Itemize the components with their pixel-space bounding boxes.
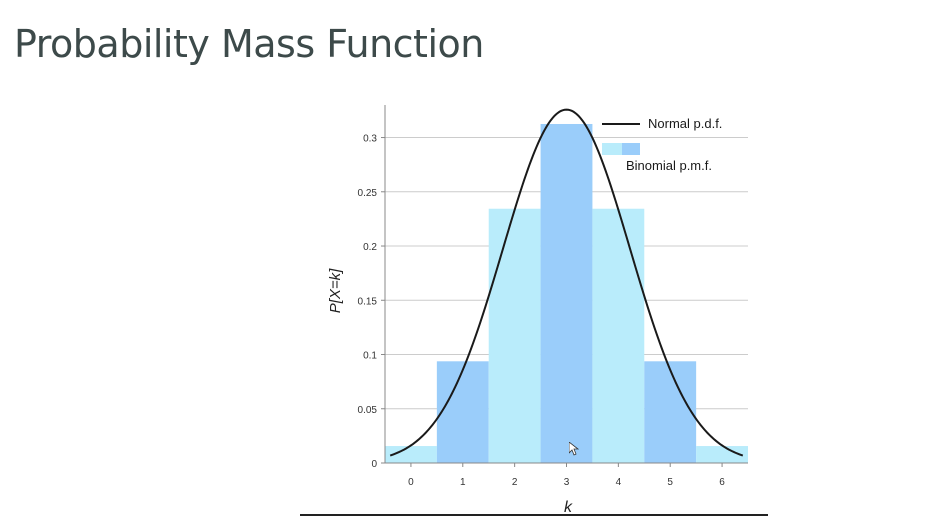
y-tick-label: 0.15 — [358, 296, 378, 307]
legend-curve-label: Normal p.d.f. — [648, 116, 722, 131]
bar-k-4 — [592, 208, 645, 463]
x-tick-label: 4 — [616, 477, 622, 488]
mouse-cursor-icon — [569, 442, 579, 456]
bar-k-1 — [436, 361, 489, 463]
axes — [381, 105, 748, 467]
y-tick-label: 0.25 — [358, 188, 378, 199]
legend-bar-label: Binomial p.m.f. — [626, 158, 712, 173]
y-tick-label: 0.2 — [363, 242, 377, 253]
x-tick-label: 3 — [564, 477, 570, 488]
x-tick-label: 0 — [408, 477, 414, 488]
y-tick-label: 0.3 — [363, 134, 377, 145]
x-tick-label: 6 — [719, 477, 725, 488]
bars — [385, 123, 748, 463]
legend-bar-swatch-light — [602, 143, 622, 155]
x-tick-label: 2 — [512, 477, 518, 488]
bar-k-6 — [696, 446, 748, 463]
x-tick-label: 5 — [667, 477, 673, 488]
slide-divider — [300, 514, 768, 516]
slide-title: Probability Mass Function — [14, 22, 484, 66]
y-axis-label: P[X=k] — [327, 268, 344, 313]
legend-bar-swatch-dark — [622, 143, 640, 155]
x-axis-label: k — [564, 499, 573, 516]
y-tick-label: 0.05 — [358, 405, 378, 416]
legend: Normal p.d.f. Binomial p.m.f. — [602, 116, 722, 173]
y-tick-label: 0.1 — [363, 351, 377, 362]
tick-labels: 0 0.05 0.1 0.15 0.2 0.25 0.3 0 1 2 3 4 5 6 — [358, 134, 726, 488]
y-tick-label: 0 — [371, 459, 377, 470]
bar-k-0 — [385, 446, 437, 463]
bar-k-2 — [488, 208, 541, 463]
normal-pdf-curve — [389, 108, 744, 457]
normal-curve — [389, 108, 744, 457]
bar-k-5 — [644, 361, 697, 463]
x-tick-label: 1 — [460, 477, 466, 488]
bar-k-3 — [540, 123, 593, 463]
